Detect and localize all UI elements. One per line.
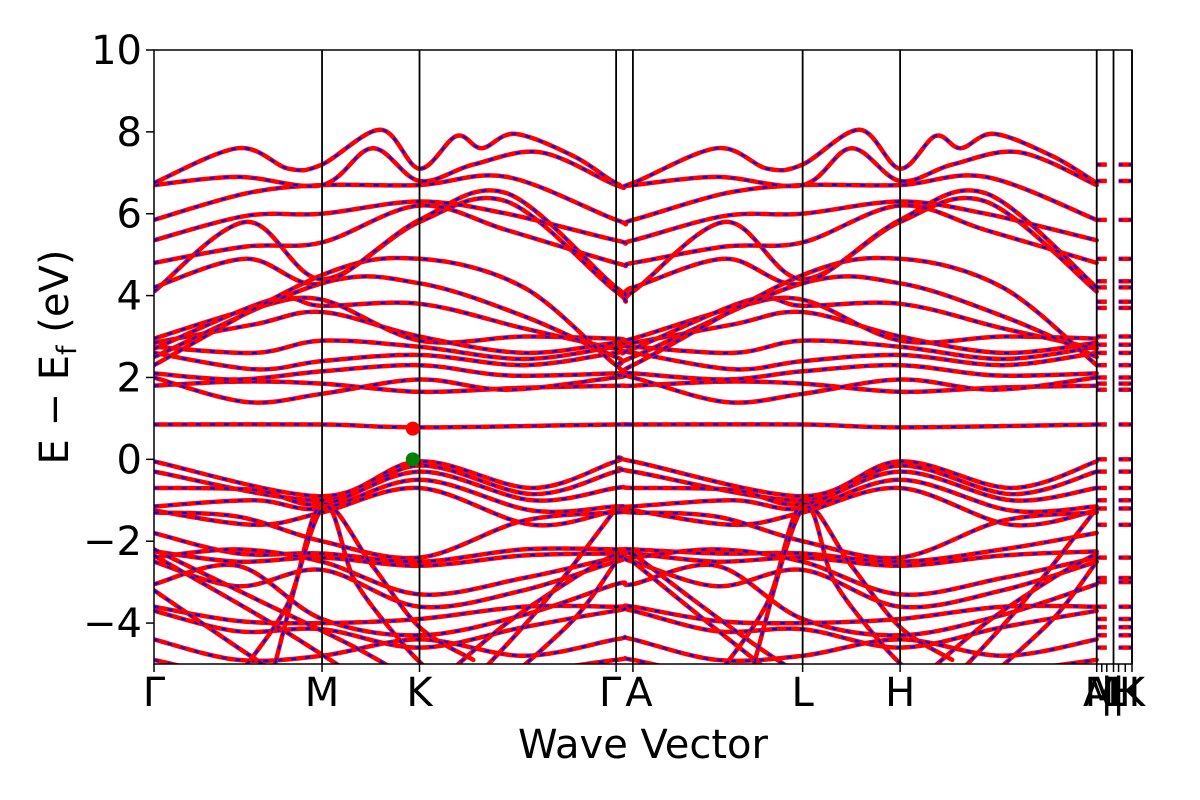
band-edge-markers: [405, 421, 420, 467]
x-tick-label-9: |: [1100, 670, 1113, 716]
band-46-spin-down: [966, 507, 1098, 664]
band-34-spin-down: [154, 554, 339, 664]
y-axis-label: E − Ef (eV): [32, 250, 83, 465]
band-12-spin-down: [154, 189, 1098, 297]
band-5-spin-down: [154, 339, 1097, 361]
band-45-spin-up: [933, 551, 1099, 664]
y-tick-label-7: 10: [91, 28, 142, 74]
band-20-spin-down: [154, 470, 1097, 506]
band-39-spin-down: [487, 507, 617, 664]
band-29-spin-up: [154, 603, 1099, 626]
band-3-spin-down: [154, 364, 1097, 381]
band-33-spin-down: [154, 548, 388, 664]
band-44-spin-down: [752, 505, 903, 664]
x-tick-label-0: Γ: [143, 670, 166, 716]
x-tick-label-10: L: [1102, 670, 1125, 716]
x-tick-label-2: K: [406, 670, 434, 716]
y-tick-label-2: 0: [117, 437, 142, 483]
band-1-spin-down: [154, 380, 1097, 393]
band-22-spin-down: [154, 486, 1097, 527]
band-41-spin-down: [632, 552, 786, 664]
band-32-spin-up: [154, 655, 1099, 664]
band-9-spin-down: [154, 275, 1098, 366]
x-tick-label-3: Γ: [599, 670, 622, 716]
band-4-spin-down: [154, 350, 1097, 371]
y-axis-label-subscript: f: [52, 344, 83, 355]
band-24-spin-up: [154, 530, 1099, 564]
band-7-spin-up: [154, 295, 1099, 345]
y-tick-label-3: 2: [117, 355, 142, 401]
band-11-spin-down: [154, 196, 1098, 303]
x-tick-label-8: M: [1084, 670, 1119, 716]
x-axis-ticks: Γ M K Γ A L H AM|L|HK: [143, 664, 1147, 716]
band-37-spin-down: [273, 505, 424, 664]
band-lines: [154, 127, 1132, 664]
band-18-spin-down: [154, 456, 1098, 498]
band-14-spin-down: [154, 200, 1097, 245]
x-tick-label-4: A: [625, 670, 653, 716]
band-40-spin-up: [522, 559, 619, 664]
x-tick-label-11: |: [1112, 670, 1125, 716]
y-axis-ticks: −4 −2 0 2 4 6 8 10: [83, 28, 154, 647]
band-38-spin-up: [454, 551, 619, 664]
band-30-spin-down: [154, 607, 1097, 649]
band-42-spin-up: [630, 559, 764, 664]
x-axis-label: Wave Vector: [518, 722, 769, 768]
high-symmetry-lines: [321, 50, 1133, 664]
x-tick-label-6: H: [885, 670, 915, 716]
conduction-band-minimum-marker: [405, 421, 420, 436]
x-tick-label-1: M: [305, 670, 340, 716]
valence-band-maximum-marker: [405, 452, 420, 467]
band-47-spin-up: [1001, 559, 1099, 664]
y-axis-label-unit: (eV): [32, 250, 78, 346]
y-tick-label-0: −4: [83, 601, 142, 647]
x-tick-label-7: A: [1083, 670, 1111, 716]
y-tick-label-4: 4: [117, 274, 142, 320]
x-tick-label-12: H: [1110, 670, 1140, 716]
y-axis-label-main: E − E: [32, 355, 78, 465]
plot-frame: [153, 49, 1133, 665]
band-6-spin-down: [154, 310, 1097, 355]
band-27-spin-down: [154, 557, 1098, 609]
band-23-spin-up: [154, 509, 1099, 561]
y-tick-label-6: 8: [117, 110, 142, 156]
x-tick-label-13: K: [1119, 670, 1147, 716]
y-tick-label-5: 6: [117, 192, 142, 238]
band-35-spin-up: [154, 588, 268, 664]
band-8-spin-down: [154, 296, 1097, 355]
x-tick-label-5: L: [791, 670, 814, 716]
band-7-spin-down: [154, 296, 1097, 344]
band-10-spin-down: [154, 256, 1098, 377]
band-17-spin-up: [154, 127, 1099, 190]
y-tick-label-1: −2: [83, 519, 142, 565]
